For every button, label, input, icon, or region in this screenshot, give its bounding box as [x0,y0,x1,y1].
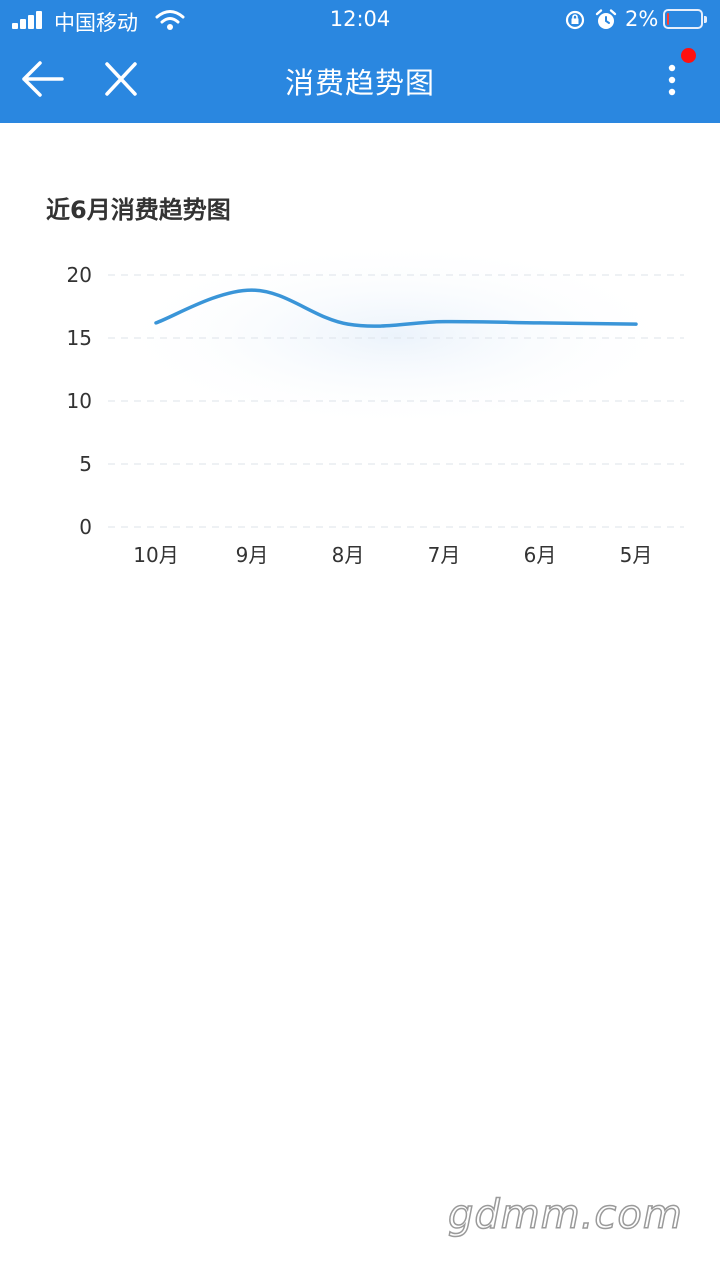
signal-icon [12,11,46,29]
data-point[interactable] [442,320,446,324]
y-tick-label: 15 [67,326,92,350]
chart-section-title: 近6月消费趋势图 [46,196,231,224]
data-point[interactable] [634,322,638,326]
consumption-trend-chart: 0 5 10 15 20 10月 9月 8月 7月 6月 5月 [67,250,684,567]
battery-level [667,13,669,25]
y-tick-label: 0 [79,515,92,539]
x-tick-label: 5月 [620,543,653,567]
more-vertical-icon[interactable] [656,62,688,102]
nav-bar: 消费趋势图 [0,40,720,123]
carrier-name: 中国移动 [54,11,138,35]
x-tick-label: 6月 [524,543,557,567]
close-icon[interactable] [102,58,140,100]
arrow-left-icon[interactable] [18,58,66,100]
series-line [154,288,638,328]
data-point[interactable] [538,321,542,325]
y-tick-label: 10 [67,389,92,413]
alarm-icon [595,9,617,29]
x-tick-label: 9月 [236,543,269,567]
page-title: 消费趋势图 [284,66,435,100]
x-tick-label: 8月 [332,543,365,567]
battery-percent: 2% [625,7,659,31]
rotation-lock-icon [565,10,585,30]
x-tick-label: 10月 [133,543,178,567]
watermark: gdmm.com [447,1191,683,1239]
x-tick-label: 7月 [428,543,461,567]
y-tick-label: 20 [67,263,92,287]
status-time: 12:04 [329,7,391,31]
chart-glow [108,250,684,431]
y-tick-label: 5 [79,452,92,476]
battery-icon [663,9,707,29]
notification-badge [681,48,696,63]
wifi-icon [155,10,185,30]
data-point[interactable] [154,321,158,325]
data-point[interactable] [346,322,350,326]
data-point[interactable] [250,288,254,292]
status-bar: 中国移动 12:04 2% [0,0,720,40]
